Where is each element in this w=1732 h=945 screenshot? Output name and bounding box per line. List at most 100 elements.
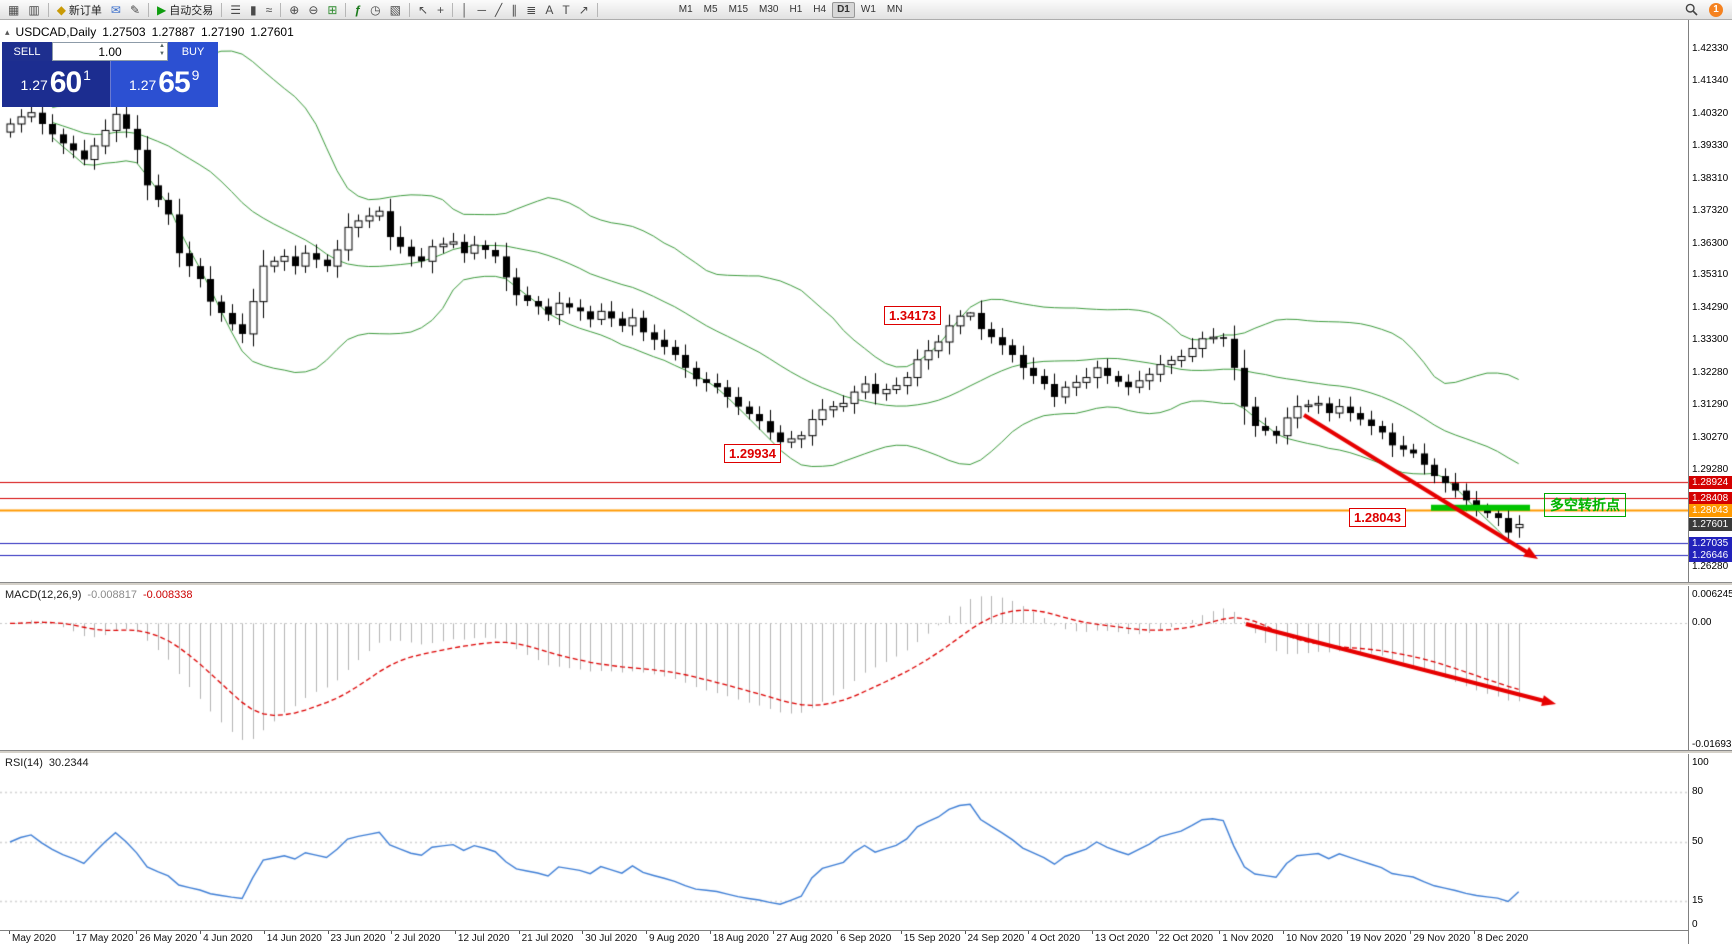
horizontal-line-icon: ─ [477,2,487,17]
buy-button[interactable]: BUY [168,42,218,61]
time-scale[interactable]: May 2020 17 May 2020 26 May 2020 4 Jun 2020… [0,930,1688,945]
line-chart-mode-icon: ≈ [265,2,273,17]
time-label: 10 Nov 2020 [1286,933,1343,944]
fibonacci-button[interactable]: ≣ [522,1,540,18]
toolbar-separator [280,2,282,17]
timeframe-h4-button[interactable]: H4 [808,2,831,18]
rsi-scale-label: 15 [1692,894,1704,906]
macd-scale-label: -0.016933 [1692,739,1732,750]
period-cycles-button[interactable]: ◷ [366,1,384,18]
text-icon: A [545,2,554,17]
ohlc-low-value: 1.27190 [201,25,245,39]
vertical-line-button[interactable]: │ [457,1,473,18]
tile-windows-button[interactable]: ⊞ [323,1,341,18]
oneclick-collapse-icon[interactable]: ▴ [5,26,10,37]
horizontal-line-button[interactable]: ─ [474,1,491,18]
price-badge: 1.26646 [1689,549,1732,563]
timeframe-m30-button[interactable]: M30 [754,2,783,18]
search-button[interactable] [1681,1,1702,18]
time-label: 1 Nov 2020 [1222,933,1274,944]
time-label: May 2020 [12,933,56,944]
price-callout-label[interactable]: 1.29934 [724,444,781,463]
toolbar-separator [596,2,598,17]
price-scale-label: 1.42330 [1692,42,1729,54]
rsi-value: 30.2344 [48,757,89,769]
indicators-button[interactable]: ƒ [350,1,365,18]
price-scale[interactable]: 1.42330 1.41340 1.40320 1.39330 1.38310 1.373… [1688,20,1732,944]
time-label: 9 Aug 2020 [649,933,700,944]
price-scale-label: 1.29280 [1692,464,1729,476]
price-chart-canvas[interactable] [0,0,1688,944]
new-order-button[interactable]: ◆ 新订单 [53,1,106,18]
notification-badge[interactable]: 1 [1709,2,1723,17]
vertical-line-icon: │ [461,2,469,17]
chart-profiles-button[interactable]: ▥ [24,1,43,18]
timeframe-m1-button[interactable]: M1 [674,2,698,18]
sell-button[interactable]: SELL [2,42,52,61]
time-tick [200,931,202,934]
timeframe-m15-button[interactable]: M15 [724,2,753,18]
time-tick [1474,931,1476,934]
toolbar-right-group: 1 [1681,1,1728,18]
metaeditor-button[interactable]: ✎ [126,1,144,18]
zoom-out-icon: ⊖ [308,2,319,17]
new-chart-button[interactable]: ▦ [4,1,23,18]
trendline-icon: ╱ [495,2,503,17]
price-scale-label: 1.30270 [1692,432,1729,444]
volume-down-button[interactable]: ▼ [159,50,165,57]
indicators-icon: ƒ [354,2,362,17]
panel-separator-rsi[interactable] [0,750,1732,754]
timeframe-m5-button[interactable]: M5 [699,2,723,18]
arrows-icon: ↗ [578,2,589,17]
toolbar-separator [345,2,347,17]
text-button[interactable]: A [541,1,557,18]
price-scale-label: 1.38310 [1692,172,1729,184]
line-chart-mode-button[interactable]: ≈ [262,1,277,18]
timeframe-group: M1 M5 M15 M30 H1 H4 D1 W1 MN [674,1,908,18]
sell-price-button[interactable]: 1.27 60 1 [2,61,111,107]
price-scale-label: 1.37320 [1692,204,1729,216]
buy-price-button[interactable]: 1.27 65 9 [110,61,218,107]
time-tick [964,931,966,934]
sell-price-big: 60 [49,66,82,99]
templates-button[interactable]: ▧ [386,1,405,18]
panel-separator-macd[interactable] [0,582,1732,586]
zoom-out-button[interactable]: ⊖ [304,1,322,18]
timeframe-w1-button[interactable]: W1 [856,2,881,18]
price-callout-label[interactable]: 1.34173 [884,306,941,325]
time-tick [9,931,10,934]
channel-button[interactable]: ∥ [507,1,521,18]
time-tick [1028,931,1030,934]
volume-up-button[interactable]: ▲ [159,43,165,49]
mailbox-button[interactable]: ✉ [107,1,125,18]
arrows-button[interactable]: ↗ [575,1,593,18]
time-tick [1410,931,1412,934]
candlestick-mode-button[interactable]: ▮ [246,1,261,18]
time-tick [391,931,393,934]
bar-chart-mode-button[interactable]: ☰ [226,1,245,18]
time-label: 12 Jul 2020 [457,933,510,944]
cursor-button[interactable]: ↖ [414,1,432,18]
trendline-button[interactable]: ╱ [491,1,506,18]
price-scale-label: 1.40320 [1692,107,1729,119]
volume-field[interactable]: 1.00 ▲ ▼ [52,42,168,61]
price-badge: 1.27601 [1689,518,1732,532]
zoom-in-button[interactable]: ⊕ [285,1,303,18]
volume-spinner: ▲ ▼ [159,43,165,58]
one-click-trading-panel: SELL 1.00 ▲ ▼ BUY 1.27 60 1 1.27 65 9 [2,42,218,107]
timeframe-h1-button[interactable]: H1 [784,2,807,18]
timeframe-mn-button[interactable]: MN [882,2,908,18]
turning-point-label[interactable]: 多空转折点 [1544,493,1626,517]
crosshair-button[interactable]: + [433,1,448,18]
time-label: 24 Sep 2020 [967,933,1025,944]
autotrading-button[interactable]: ▶ 自动交易 [153,1,217,18]
price-scale-label: 1.26280 [1692,561,1729,573]
text-label-button[interactable]: T [558,1,573,18]
rsi-scale-label: 80 [1692,785,1704,797]
price-callout-label[interactable]: 1.28043 [1349,508,1406,527]
timeframe-d1-button[interactable]: D1 [832,1,855,18]
time-label: 14 Jun 2020 [266,933,322,944]
period-cycles-icon: ◷ [370,2,381,17]
time-tick [454,931,456,934]
